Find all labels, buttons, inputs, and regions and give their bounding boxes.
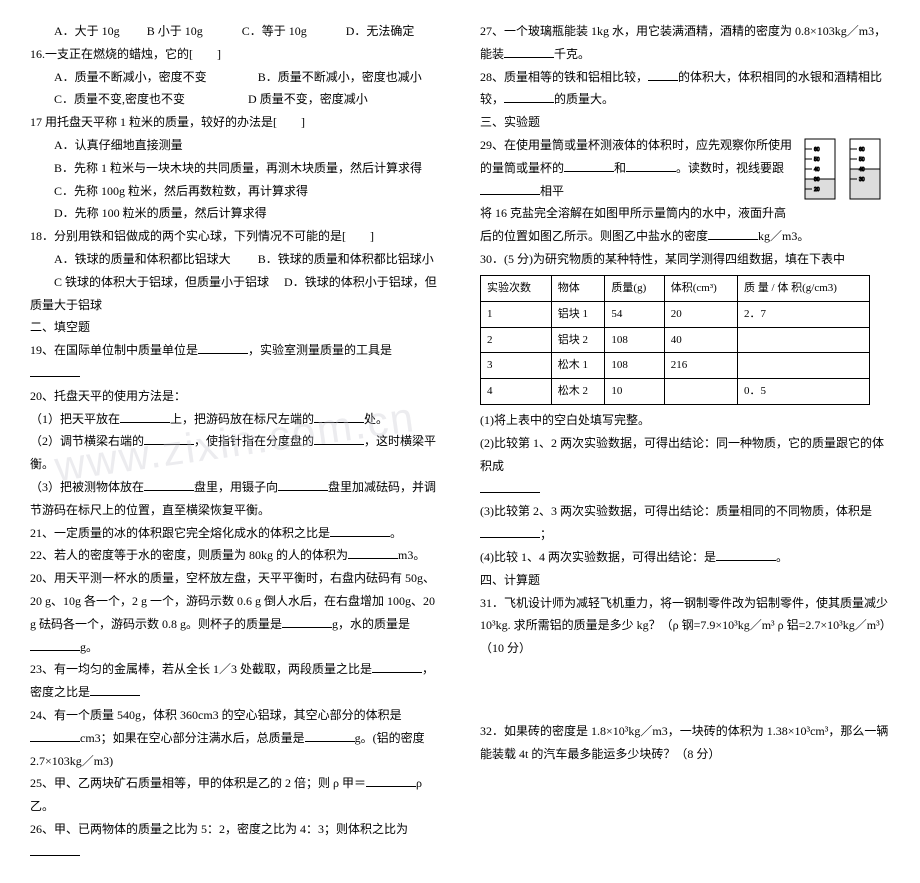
svg-text:60: 60 <box>859 147 865 153</box>
svg-text:60: 60 <box>814 147 820 153</box>
q23: 20、用天平测一杯水的质量，空杯放左盘，天平平衡时，右盘内砝码有 50g、20 … <box>30 567 440 658</box>
beakers: 60 50 40 30 20 60 50 40 30 <box>800 134 890 222</box>
q16-opt-a: A．质量不断减小，密度不变 <box>54 70 207 84</box>
q27-left: 26、甲、已两物体的质量之比为 5：2，密度之比为 4：3；则体积之比为 <box>30 818 440 864</box>
q16-opt-d: D 质量不变，密度减小 <box>248 92 368 106</box>
q15-options: A．大于 10g B 小于 10g C．等于 10g D．无法确定 <box>30 20 440 43</box>
q18: 18．分别用铁和铝做成的两个实心球，下列情况不可能的是[ ] <box>30 225 440 248</box>
q28: 28、质量相等的铁和铝相比较，的体积大，体积相同的水银和酒精相比较，的质量大。 <box>480 66 890 112</box>
q24: 23、有一均匀的金属棒，若从全长 1／3 处截取，两段质量之比是，密度之比是 <box>30 658 440 704</box>
table-row: 2 铝块 2 108 40 <box>481 327 870 353</box>
q30: 30．(5 分)为研究物质的某种特性，某同学测得四组数据，填在下表中 <box>480 248 890 271</box>
q30-1: (1)将上表中的空白处填写完整。 <box>480 409 890 432</box>
th-4: 质 量 / 体 积(g/cm3) <box>738 275 869 301</box>
svg-text:40: 40 <box>859 167 865 173</box>
th-3: 体积(cm³) <box>664 275 737 301</box>
section-3-header: 三、实验题 <box>480 111 890 134</box>
table-row: 1 铝块 1 54 20 2．7 <box>481 301 870 327</box>
q15-opt-d: D．无法确定 <box>346 24 415 38</box>
right-column: 27、一个玻璃瓶能装 1kg 水，用它装满酒精，酒精的密度为 0.8×103kg… <box>480 20 890 863</box>
beaker-icon: 60 50 40 30 20 60 50 40 30 <box>800 134 890 214</box>
q16-opts-row2: C．质量不变,密度也不变 D 质量不变，密度减小 <box>30 88 440 111</box>
q30-3: (3)比较第 2、3 两次实验数据，可得出结论：质量相同的不同物质，体积是； <box>480 500 890 546</box>
th-1: 物体 <box>551 275 605 301</box>
q32: 32．如果砖的密度是 1.8×10³kg／m3，一块砖的体积为 1.38×10³… <box>480 720 890 766</box>
table-row: 3 松木 1 108 216 <box>481 353 870 379</box>
section-4-header: 四、计算题 <box>480 569 890 592</box>
q20-3: （3）把被测物体放在盘里，用镊子向盘里加减砝码，并调节游码在标尺上的位置，直至横… <box>30 476 440 522</box>
q26: 25、甲、乙两块矿石质量相等，甲的体积是乙的 2 倍；则 ρ 甲＝ρ 乙。 <box>30 772 440 818</box>
q18-opt-b: B．铁球的质量和体积都比铝球小 <box>258 252 434 266</box>
q16-opts-row1: A．质量不断减小，密度不变 B．质量不断减小，密度也减小 <box>30 66 440 89</box>
data-table: 实验次数 物体 质量(g) 体积(cm³) 质 量 / 体 积(g/cm3) 1… <box>480 275 870 405</box>
section-2-header: 二、填空题 <box>30 316 440 339</box>
q17-opt-d: D．先称 100 粒米的质量，然后计算求得 <box>30 202 440 225</box>
q30-4: (4)比较 1、4 两次实验数据，可得出结论：是。 <box>480 546 890 569</box>
q16-opt-b: B．质量不断减小，密度也减小 <box>258 70 422 84</box>
q20-1: （1）把天平放在上，把游码放在标尺左端的处。 <box>30 408 440 431</box>
q20: 20、托盘天平的使用方法是： <box>30 385 440 408</box>
q18-opt-c: C 铁球的体积大于铝球，但质量小于铝球 <box>54 275 269 289</box>
q21: 21、一定质量的冰的体积跟它完全熔化成水的体积之比是。 <box>30 522 440 545</box>
q17: 17 用托盘天平称 1 粒米的质量，较好的办法是[ ] <box>30 111 440 134</box>
th-2: 质量(g) <box>605 275 664 301</box>
q20-2: （2）调节横梁右端的，使指针指在分度盘的，这时横梁平衡。 <box>30 430 440 476</box>
q30-2: (2)比较第 1、2 两次实验数据，可得出结论：同一种物质，它的质量跟它的体积成 <box>480 432 890 500</box>
svg-text:50: 50 <box>814 157 820 163</box>
svg-text:30: 30 <box>814 177 820 183</box>
svg-text:50: 50 <box>859 157 865 163</box>
q16: 16.一支正在燃烧的蜡烛，它的[ ] <box>30 43 440 66</box>
q22: 22、若人的密度等于水的密度，则质量为 80kg 的人的体积为m3。 <box>30 544 440 567</box>
q15-opt-b: B 小于 10g <box>147 24 203 38</box>
q17-opt-b: B．先称 1 粒米与一块木块的共同质量，再测木块质量，然后计算求得 <box>30 157 440 180</box>
q16-opt-c: C．质量不变,密度也不变 <box>54 92 185 106</box>
q19: 19、在国际单位制中质量单位是，实验室测量质量的工具是 <box>30 339 440 385</box>
q18-opts-row1: A．铁球的质量和体积都比铝球大 B．铁球的质量和体积都比铝球小 <box>30 248 440 271</box>
left-column: www.zixin.com.cn A．大于 10g B 小于 10g C．等于 … <box>30 20 440 863</box>
q18-opt-a: A．铁球的质量和体积都比铝球大 <box>54 252 231 266</box>
q18-opts-row2: C 铁球的体积大于铝球，但质量小于铝球 D．铁球的体积小于铝球，但质量大于铝球 <box>30 271 440 317</box>
q27: 27、一个玻璃瓶能装 1kg 水，用它装满酒精，酒精的密度为 0.8×103kg… <box>480 20 890 66</box>
svg-text:20: 20 <box>814 187 820 193</box>
svg-text:30: 30 <box>859 177 865 183</box>
table-row: 4 松木 2 10 0．5 <box>481 379 870 405</box>
q15-opt-c: C．等于 10g <box>242 24 307 38</box>
q15-opt-a: A．大于 10g <box>54 24 120 38</box>
q17-opt-c: C．先称 100g 粒米，然后再数粒数，再计算求得 <box>30 180 440 203</box>
table-header-row: 实验次数 物体 质量(g) 体积(cm³) 质 量 / 体 积(g/cm3) <box>481 275 870 301</box>
th-0: 实验次数 <box>481 275 552 301</box>
q25: 24、有一个质量 540g，体积 360cm3 的空心铝球，其空心部分的体积是c… <box>30 704 440 772</box>
svg-text:40: 40 <box>814 167 820 173</box>
q17-opt-a: A．认真仔细地直接测量 <box>30 134 440 157</box>
